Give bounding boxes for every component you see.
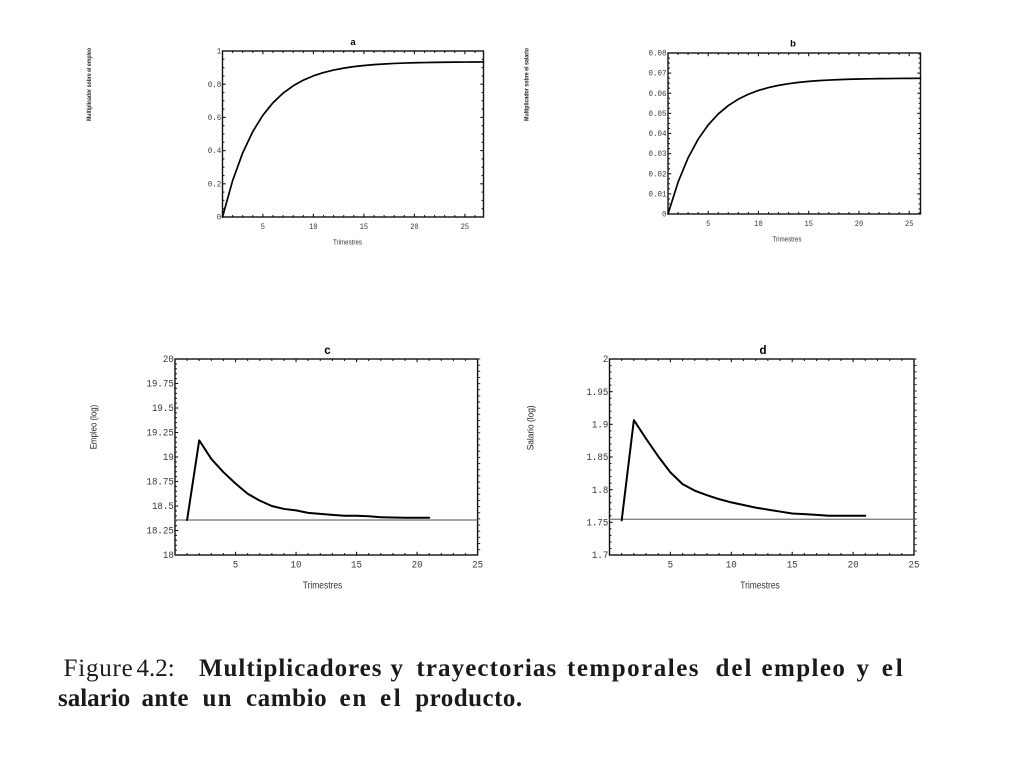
svg-text:5: 5 [706,220,710,229]
svg-text:19.5: 19.5 [152,404,174,415]
svg-text:18: 18 [163,551,174,562]
svg-text:1.9: 1.9 [592,420,608,431]
svg-text:2: 2 [603,355,608,366]
svg-text:0.06: 0.06 [649,90,667,99]
svg-text:0: 0 [662,211,667,220]
svg-text:0.07: 0.07 [649,70,667,79]
svg-text:15: 15 [360,223,369,232]
svg-text:Trimestres: Trimestres [773,235,802,244]
svg-text:1.75: 1.75 [586,518,608,529]
svg-text:0.8: 0.8 [208,81,222,90]
svg-text:0.6: 0.6 [208,114,222,123]
svg-text:Trimestres: Trimestres [303,580,343,592]
svg-text:19.25: 19.25 [147,429,174,440]
svg-text:20: 20 [412,561,423,572]
svg-text:20: 20 [855,220,864,229]
svg-text:15: 15 [805,220,814,229]
svg-text:5: 5 [233,561,239,572]
svg-text:0.05: 0.05 [649,110,667,119]
svg-text:5: 5 [261,223,265,232]
svg-text:0.4: 0.4 [208,147,222,156]
svg-text:c: c [324,345,331,357]
svg-text:0.04: 0.04 [649,130,667,139]
svg-text:5: 5 [668,561,674,572]
svg-text:0.01: 0.01 [649,190,667,199]
svg-text:10: 10 [726,561,737,572]
svg-text:25: 25 [461,223,470,232]
svg-text:18.75: 18.75 [147,478,174,489]
svg-text:18.5: 18.5 [152,502,174,513]
svg-text:15: 15 [351,561,362,572]
svg-text:20: 20 [410,223,419,232]
svg-text:1.8: 1.8 [592,486,608,497]
svg-text:1: 1 [217,48,222,57]
svg-text:10: 10 [309,223,318,232]
svg-text:Trimestres: Trimestres [333,238,362,247]
svg-text:20: 20 [163,355,174,366]
svg-text:25: 25 [905,220,914,229]
svg-text:0.02: 0.02 [649,170,667,179]
svg-text:1.95: 1.95 [586,388,608,399]
svg-text:20: 20 [848,561,859,572]
svg-text:b: b [790,39,796,50]
svg-text:Trimestres: Trimestres [740,580,780,592]
svg-text:1.7: 1.7 [592,551,608,562]
svg-text:Multiplicador sobre el empleo: Multiplicador sobre el empleo [86,48,93,121]
svg-text:10: 10 [291,561,302,572]
svg-text:18.25: 18.25 [147,527,174,538]
svg-text:19.75: 19.75 [147,380,174,391]
svg-text:15: 15 [787,561,798,572]
svg-text:0.03: 0.03 [649,150,667,159]
svg-text:0: 0 [217,214,222,223]
svg-text:1.85: 1.85 [586,453,608,464]
svg-text:a: a [350,37,356,48]
svg-text:25: 25 [472,561,483,572]
svg-text:25: 25 [909,561,920,572]
svg-text:10: 10 [754,220,763,229]
svg-text:Multiplicador sobre el salario: Multiplicador sobre el salario [524,48,531,121]
svg-text:d: d [759,345,766,357]
svg-text:0.08: 0.08 [649,50,667,59]
svg-text:Salario (log): Salario (log) [526,405,536,450]
svg-text:0.2: 0.2 [208,180,222,189]
svg-text:Empleo (log): Empleo (log) [89,405,99,450]
svg-text:19: 19 [163,453,174,464]
